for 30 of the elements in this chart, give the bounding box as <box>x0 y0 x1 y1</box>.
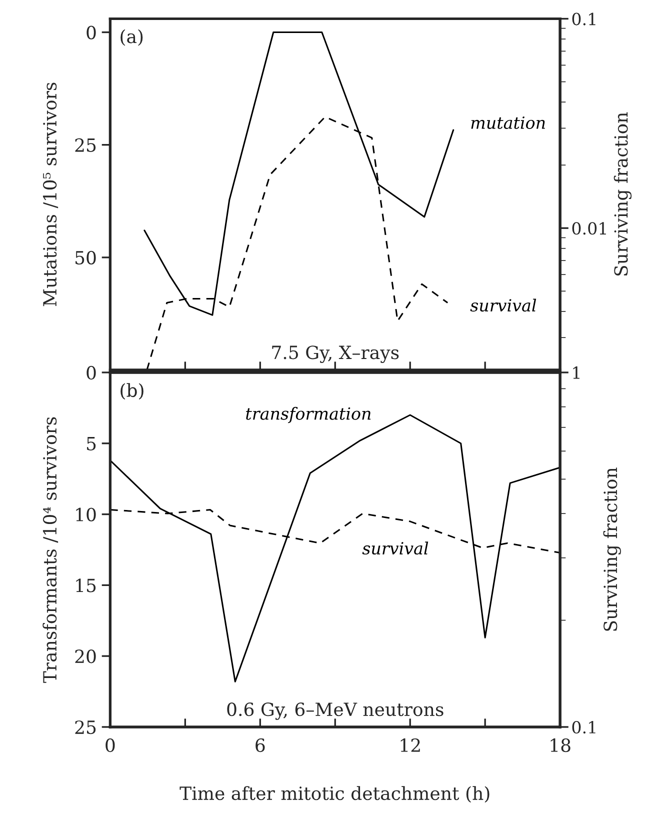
series-label: survival <box>362 542 428 555</box>
y-tick-label: 25 <box>75 720 96 734</box>
y2-tick-label: 1 <box>573 366 580 379</box>
y2-tick-label: 0.1 <box>572 12 596 26</box>
y2-axis-title: Surviving fraction <box>614 112 632 276</box>
y-tick-label: 0 <box>86 366 96 380</box>
y-axis-title: Mutations /10⁵ survivors <box>42 82 58 306</box>
x-tick-label: 6 <box>256 738 265 752</box>
y2-axis-title: Surviving fraction <box>603 468 621 631</box>
annotation: (b) <box>120 383 144 400</box>
y-axis-title: Transformants /10⁴ survivors <box>42 417 58 683</box>
y-tick-label: 5 <box>87 437 96 450</box>
x-tick-label: 12 <box>400 738 420 752</box>
y2-tick-label: 0.1 <box>572 720 596 734</box>
series-label: transformation <box>246 406 371 424</box>
x-axis-title: Time after mitotic detachment (h) <box>180 786 490 803</box>
y2-tick-label: 0.01 <box>572 222 606 235</box>
annotation: (a) <box>120 29 143 46</box>
y-tick-label: 50 <box>76 250 96 265</box>
y-tick-label: 10 <box>76 508 96 522</box>
x-tick-label: 18 <box>550 738 570 752</box>
annotation: 7.5 Gy, X–rays <box>272 346 399 363</box>
series-label: survival <box>470 298 536 312</box>
x-tick-label: 0 <box>106 738 115 752</box>
y-tick-label: 20 <box>75 650 96 664</box>
y-tick-label: 25 <box>75 138 96 152</box>
annotation: 0.6 Gy, 6–MeV neutrons <box>227 702 444 720</box>
y-tick-label: 15 <box>76 578 96 592</box>
series-label: mutation <box>471 116 545 129</box>
y-tick-label: 0 <box>86 26 96 40</box>
